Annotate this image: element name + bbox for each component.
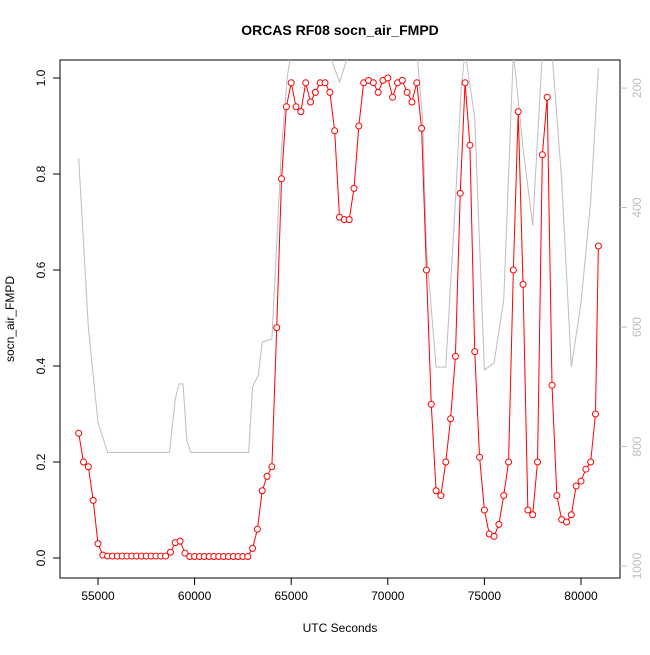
y-axis-label: socn_air_FMPD xyxy=(3,276,17,362)
data-point xyxy=(249,544,257,552)
data-point xyxy=(345,216,353,224)
data-point xyxy=(534,458,542,466)
data-point xyxy=(176,537,184,545)
data-point xyxy=(505,458,513,466)
data-point xyxy=(273,324,281,332)
data-point xyxy=(297,108,305,116)
data-point xyxy=(263,472,271,480)
data-point xyxy=(427,400,435,408)
data-point xyxy=(437,492,445,500)
data-point xyxy=(548,381,556,389)
data-point xyxy=(302,79,310,87)
data-point xyxy=(398,76,406,84)
data-point xyxy=(461,79,469,87)
y2-tick-label: 800 xyxy=(630,436,644,456)
y-tick-label: 1.0 xyxy=(34,69,48,86)
data-point xyxy=(94,540,102,548)
data-point xyxy=(432,487,440,495)
x-tick-label: 75000 xyxy=(468,589,502,603)
x-tick-label: 65000 xyxy=(275,589,309,603)
data-point xyxy=(166,548,174,556)
y2-tick-label: 400 xyxy=(630,197,644,217)
data-point xyxy=(321,79,329,87)
y-tick-label: 0.0 xyxy=(34,549,48,566)
data-point xyxy=(403,88,411,96)
data-point xyxy=(567,511,575,519)
data-point xyxy=(529,511,537,519)
data-point xyxy=(480,506,488,514)
plot-area xyxy=(75,60,602,561)
data-point xyxy=(524,506,532,514)
data-point xyxy=(451,352,459,360)
data-point xyxy=(514,108,522,116)
data-point xyxy=(572,482,580,490)
data-point xyxy=(350,184,358,192)
y-tick-label: 0.6 xyxy=(34,261,48,278)
data-point xyxy=(582,465,590,473)
x-tick-label: 80000 xyxy=(564,589,598,603)
data-point xyxy=(374,88,382,96)
data-point xyxy=(466,141,474,149)
y-tick-label: 0.2 xyxy=(34,453,48,470)
data-point xyxy=(84,463,92,471)
data-point xyxy=(422,266,430,274)
data-point xyxy=(181,549,189,557)
data-point xyxy=(326,88,334,96)
data-point xyxy=(447,415,455,423)
y-tick-label: 0.8 xyxy=(34,165,48,182)
data-point xyxy=(282,103,290,111)
data-point xyxy=(471,348,479,356)
data-point xyxy=(490,532,498,540)
data-point xyxy=(408,98,416,106)
data-point xyxy=(331,127,339,135)
data-point xyxy=(355,122,363,130)
data-point xyxy=(244,553,252,561)
y2-tick-label: 600 xyxy=(630,317,644,337)
data-point xyxy=(253,525,261,533)
series-line xyxy=(78,60,599,454)
data-point xyxy=(509,266,517,274)
data-point xyxy=(89,496,97,504)
data-point xyxy=(519,280,527,288)
data-point xyxy=(287,79,295,87)
data-point xyxy=(418,124,426,132)
x-axis-label: UTC Seconds xyxy=(303,621,378,635)
data-point xyxy=(553,492,561,500)
data-point xyxy=(75,429,83,437)
data-point xyxy=(538,151,546,159)
data-point xyxy=(543,93,551,101)
data-point xyxy=(384,74,392,82)
data-point xyxy=(369,79,377,87)
data-point xyxy=(442,458,450,466)
data-point xyxy=(476,453,484,461)
data-point xyxy=(577,477,585,485)
data-point xyxy=(413,79,421,87)
data-point xyxy=(495,520,503,528)
data-point xyxy=(268,463,276,471)
plot-box xyxy=(59,59,621,579)
data-point xyxy=(311,88,319,96)
data-point xyxy=(500,492,508,500)
data-point xyxy=(307,98,315,106)
x-tick-label: 60000 xyxy=(178,589,212,603)
data-point xyxy=(80,458,88,466)
data-point xyxy=(456,189,464,197)
y-tick-label: 0.4 xyxy=(34,357,48,374)
y2-tick-label: 200 xyxy=(630,78,644,98)
x-tick-label: 55000 xyxy=(81,589,115,603)
data-point xyxy=(258,487,266,495)
data-point xyxy=(594,242,602,250)
data-point xyxy=(278,175,286,183)
chart-title: ORCAS RF08 socn_air_FMPD xyxy=(241,22,439,38)
y2-tick-label: 1000 xyxy=(630,552,644,579)
data-point xyxy=(389,93,397,101)
data-point xyxy=(563,518,571,526)
data-point xyxy=(292,103,300,111)
data-point xyxy=(591,410,599,418)
data-point xyxy=(587,458,595,466)
x-tick-label: 70000 xyxy=(371,589,405,603)
data-point xyxy=(162,552,170,560)
